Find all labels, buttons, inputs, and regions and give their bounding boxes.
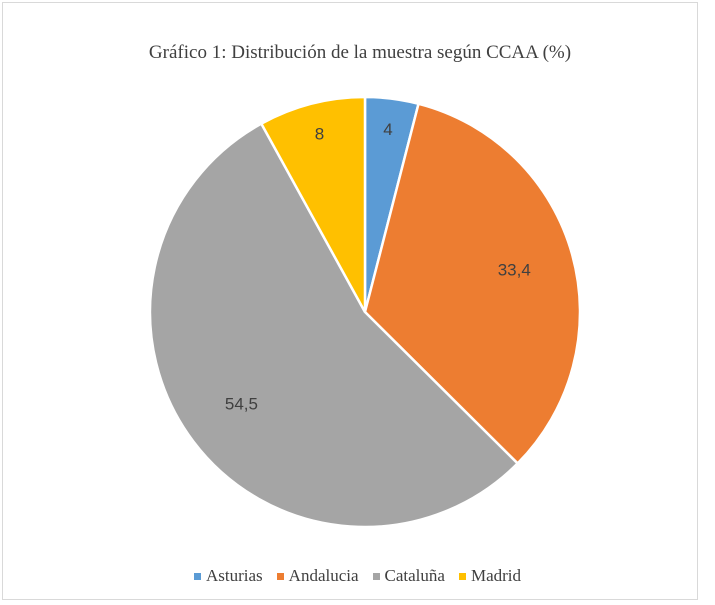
legend-swatch: [276, 572, 284, 580]
pie-slice: [363, 102, 582, 466]
legend: Asturias Andalucia Cataluña Madrid: [0, 566, 715, 586]
data-label: 4: [383, 120, 392, 139]
chart-title: Gráfico 1: Distribución de la muestra se…: [149, 42, 571, 63]
legend-item: Cataluña: [372, 566, 445, 586]
pie-slice: [148, 121, 520, 529]
legend-item: Andalucia: [276, 566, 359, 586]
chart-frame: [2, 2, 698, 600]
legend-swatch: [458, 572, 466, 580]
pie-slice: [259, 95, 367, 313]
legend-label: Cataluña: [384, 566, 445, 585]
data-label: 8: [315, 124, 324, 143]
legend-label: Madrid: [470, 566, 521, 585]
legend-label: Asturias: [206, 566, 263, 585]
data-label: 33,4: [498, 260, 531, 279]
legend-swatch: [372, 572, 380, 580]
data-label: 54,5: [225, 395, 258, 414]
legend-item: Madrid: [458, 566, 521, 586]
legend-item: Asturias: [194, 566, 263, 586]
legend-label: Andalucia: [288, 566, 359, 585]
legend-swatch: [194, 572, 201, 580]
